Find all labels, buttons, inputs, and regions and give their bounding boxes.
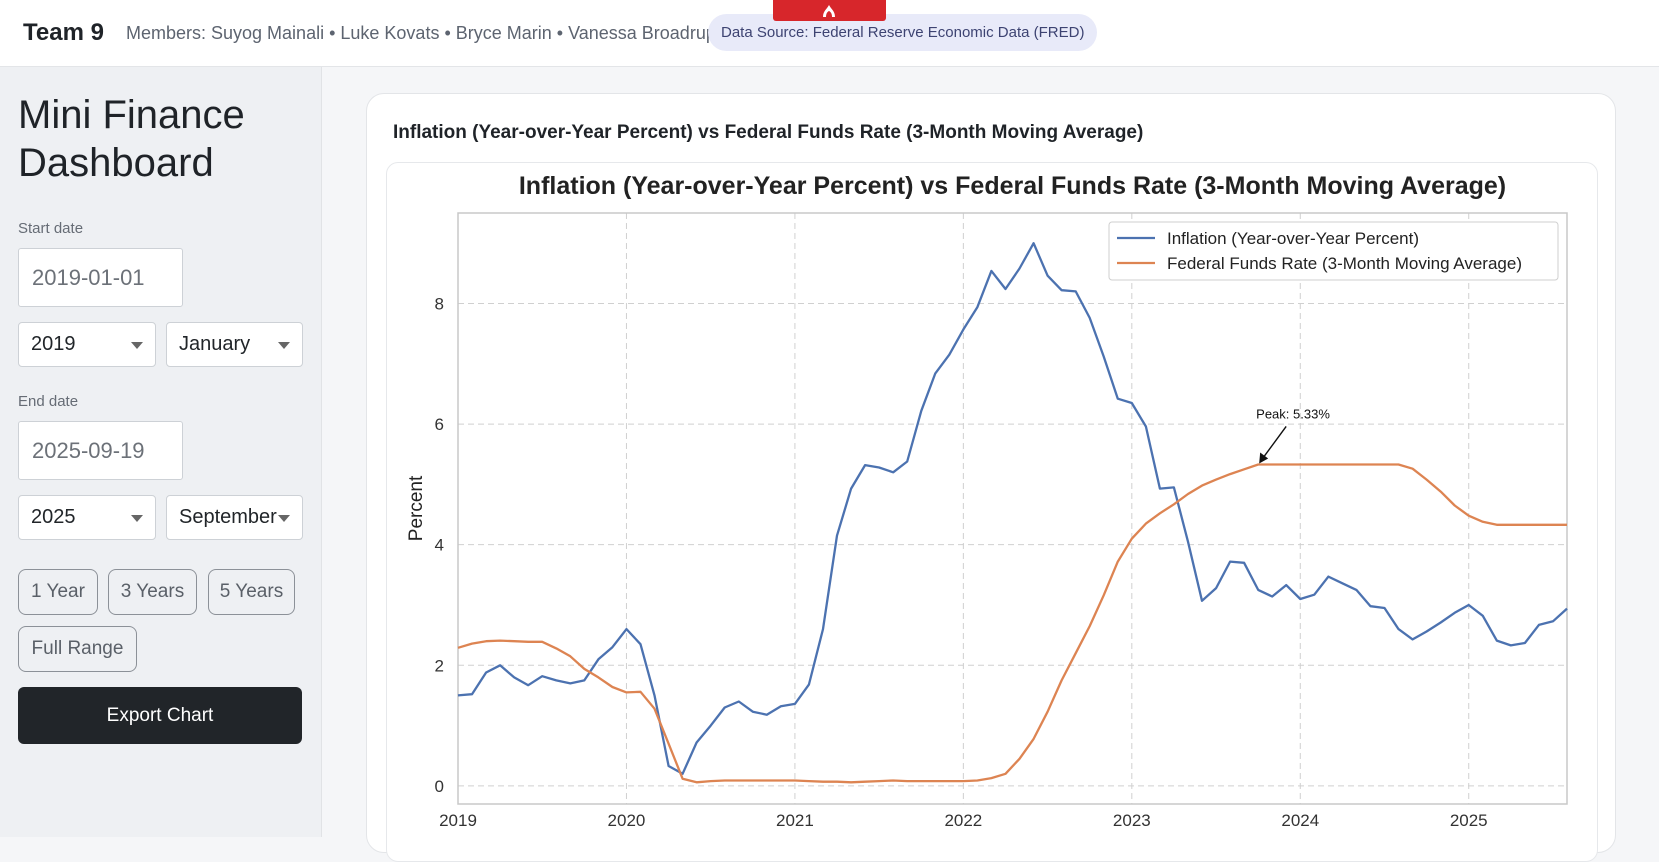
x-tick-label: 2021 [776,811,814,830]
y-tick-label: 0 [435,777,444,796]
y-tick-label: 4 [435,536,444,555]
x-tick-label: 2024 [1281,811,1319,830]
top-bar: Team 9 Members: Suyog Mainali • Luke Kov… [0,0,1659,67]
sidebar: Mini Finance Dashboard Start date 2019-0… [0,67,322,837]
annotation-arrowhead [1259,452,1269,464]
x-tick-label: 2019 [439,811,477,830]
range-5-years-button[interactable]: 5 Years [208,569,295,615]
dashboard-title: Mini Finance Dashboard [18,91,245,187]
chevron-down-icon [278,515,290,522]
end-year-value: 2025 [31,506,76,528]
y-tick-label: 2 [435,656,444,675]
x-tick-label: 2022 [944,811,982,830]
export-chart-button[interactable]: Export Chart [18,687,302,744]
range-1-year-button[interactable]: 1 Year [18,569,98,615]
flame-icon [823,5,835,17]
chart-title: Inflation (Year-over-Year Percent) vs Fe… [519,172,1506,200]
start-month-select[interactable]: January [166,322,303,367]
chevron-down-icon [278,342,290,349]
dashboard-title-line2: Dashboard [18,141,214,185]
end-date-input[interactable]: 2025-09-19 [18,421,183,480]
dashboard-title-line1: Mini Finance [18,93,245,137]
members-list: Members: Suyog Mainali • Luke Kovats • B… [126,23,716,43]
legend-label: Inflation (Year-over-Year Percent) [1167,229,1419,248]
end-month-select[interactable]: September [166,495,303,540]
annotation-arrow [1260,426,1287,461]
chevron-down-icon [131,515,143,522]
x-tick-label: 2020 [608,811,646,830]
start-date-input[interactable]: 2019-01-01 [18,248,183,307]
inflation-series-line [457,242,1568,775]
y-tick-label: 6 [435,415,444,434]
team-name: Team 9 [23,19,104,46]
x-tick-label: 2023 [1113,811,1151,830]
end-month-value: September [179,506,277,528]
end-date-label: End date [18,393,79,410]
plot-area-border [457,212,1568,805]
recording-indicator[interactable] [773,0,886,21]
fedfunds-series-line [457,463,1567,784]
card-title: Inflation (Year-over-Year Percent) vs Fe… [393,122,1144,143]
x-tick-label: 2025 [1450,811,1488,830]
range-full-button[interactable]: Full Range [18,626,137,672]
chevron-down-icon [131,342,143,349]
data-source-badge: Data Source: Federal Reserve Economic Da… [708,14,1098,51]
start-year-select[interactable]: 2019 [18,322,156,367]
range-3-years-button[interactable]: 3 Years [108,569,197,615]
start-year-value: 2019 [31,333,76,355]
y-axis-label: Percent [406,475,427,541]
start-month-value: January [179,333,251,355]
line-chart: Inflation (Year-over-Year Percent) vs Fe… [406,172,1568,830]
annotation-label: Peak: 5.33% [1256,406,1330,421]
y-tick-label: 8 [435,294,444,313]
start-date-label: Start date [18,220,84,237]
end-year-select[interactable]: 2025 [18,495,156,540]
legend-label: Federal Funds Rate (3-Month Moving Avera… [1167,254,1522,273]
legend-box [1108,221,1559,281]
chart-card: Inflation (Year-over-Year Percent) vs Fe… [366,93,1616,862]
